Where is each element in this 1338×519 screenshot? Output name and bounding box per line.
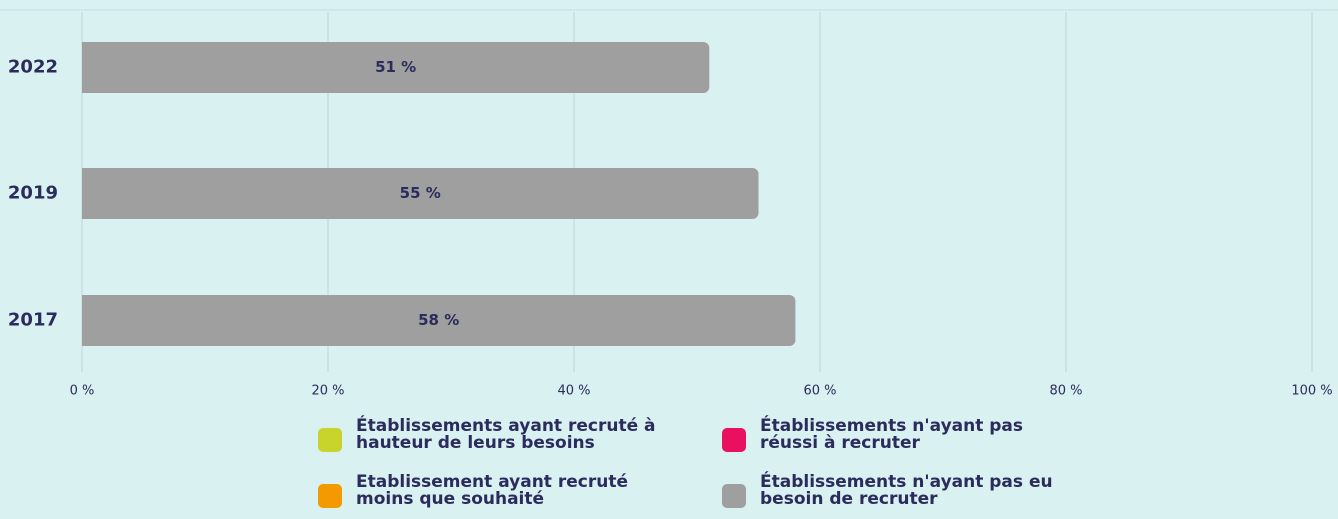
bar-segment — [82, 168, 759, 219]
value-label: 55 % — [400, 184, 441, 202]
legend-item: Établissements n'ayant pas eu besoin de … — [722, 474, 1060, 508]
legend-label: Établissements ayant recruté à hauteur d… — [356, 416, 656, 453]
x-tick-label: 60 % — [803, 384, 836, 399]
bar-segment-fill — [82, 295, 92, 346]
legend-label: Etablissement ayant recruté moins que so… — [356, 472, 628, 509]
bar-segment-fill — [82, 168, 92, 219]
x-tick-label: 40 % — [557, 384, 590, 399]
x-tick-label: 0 % — [70, 384, 95, 399]
value-label: 58 % — [418, 311, 459, 329]
legend-item: Établissements ayant recruté à hauteur d… — [318, 418, 656, 452]
legend-swatch — [318, 428, 342, 452]
value-label: 51 % — [375, 58, 416, 76]
legend-label: Établissements n'ayant pas eu besoin de … — [760, 472, 1053, 509]
legend-label: Établissements n'ayant pas réussi à recr… — [760, 416, 1024, 453]
x-tick-label: 100 % — [1291, 384, 1332, 399]
legend-swatch — [722, 428, 746, 452]
x-tick-label: 80 % — [1049, 384, 1082, 399]
bar-segment — [82, 295, 796, 346]
legend-item: Établissements n'ayant pas réussi à recr… — [722, 418, 1060, 452]
y-tick-label: 2019 — [8, 183, 58, 204]
y-tick-label: 2017 — [8, 310, 58, 331]
legend-swatch — [722, 484, 746, 508]
x-tick-label: 20 % — [311, 384, 344, 399]
bar-segment-fill — [82, 42, 92, 93]
bar-segment — [82, 42, 710, 93]
legend-swatch — [318, 484, 342, 508]
y-tick-label: 2022 — [8, 57, 58, 78]
legend-item: Etablissement ayant recruté moins que so… — [318, 474, 656, 508]
